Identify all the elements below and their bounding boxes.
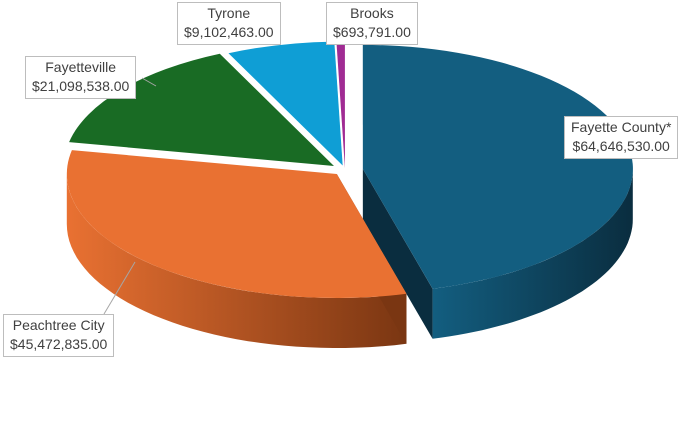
pie-slice-tyrone [228, 41, 343, 166]
slice-name: Brooks [350, 5, 394, 21]
leader-line-1 [141, 77, 157, 87]
pie-slice-peachtree-city [66, 150, 407, 298]
data-label-peachtree-city: Peachtree City $45,472,835.00 [3, 314, 115, 357]
pie-slice-edge-0-1 [362, 168, 433, 339]
slice-name: Peachtree City [12, 317, 105, 333]
slice-value: $21,098,538.00 [32, 78, 130, 94]
pie-slice-brooks [336, 44, 345, 169]
data-label-fayette-county: Fayette County* $64,646,530.00 [564, 116, 679, 159]
data-label-brooks: Brooks $693,791.00 [326, 2, 418, 45]
slice-name: Tyrone [207, 5, 251, 21]
pie-slice-fayetteville [69, 53, 334, 167]
slice-value: $64,646,530.00 [572, 138, 670, 154]
data-label-tyrone: Tyrone $9,102,463.00 [177, 2, 281, 45]
pie-slice-side-0-0 [432, 168, 633, 339]
pie-slice-fayette-county [362, 44, 633, 289]
slice-value: $45,472,835.00 [10, 336, 108, 352]
slice-value: $693,791.00 [333, 24, 411, 40]
leader-line-0 [103, 261, 136, 315]
slice-name: Fayetteville [45, 59, 117, 75]
slice-value: $9,102,463.00 [184, 24, 274, 40]
pie-slice-side-1-0 [66, 174, 407, 348]
data-label-fayetteville: Fayetteville $21,098,538.00 [25, 56, 137, 99]
slice-name: Fayette County* [571, 119, 672, 135]
